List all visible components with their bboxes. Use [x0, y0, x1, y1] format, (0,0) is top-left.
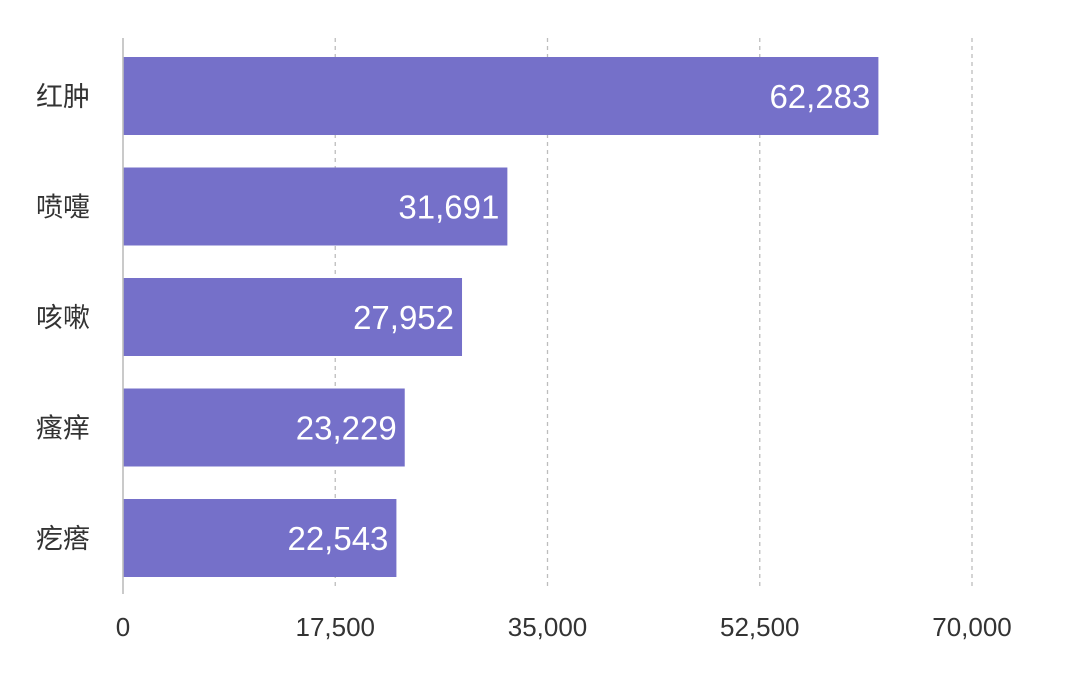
x-tick-label: 52,500 — [720, 612, 800, 642]
bar — [123, 57, 879, 135]
data-labels: 62,283 31,691 27,952 23,229 22,543 — [287, 78, 870, 557]
data-label: 27,952 — [353, 299, 454, 336]
data-label: 62,283 — [769, 78, 870, 115]
bar — [123, 278, 463, 356]
x-tick-label: 17,500 — [295, 612, 375, 642]
data-label: 22,543 — [287, 520, 388, 557]
x-tick-label: 0 — [116, 612, 130, 642]
bars — [123, 57, 879, 577]
x-tick-label: 70,000 — [932, 612, 1012, 642]
category-label: 红肿 — [36, 82, 90, 113]
x-tick-label: 35,000 — [508, 612, 588, 642]
bar — [123, 499, 397, 577]
category-label: 咳嗽 — [36, 303, 90, 334]
x-tick-labels: 0 17,500 35,000 52,500 70,000 — [116, 612, 1012, 642]
category-label: 疙瘩 — [36, 524, 90, 555]
data-label: 31,691 — [398, 189, 499, 226]
data-label: 23,229 — [296, 410, 397, 447]
category-label: 瘙痒 — [36, 414, 90, 445]
bar — [123, 167, 508, 246]
bar — [123, 388, 405, 467]
category-label: 喷嚏 — [36, 193, 90, 224]
